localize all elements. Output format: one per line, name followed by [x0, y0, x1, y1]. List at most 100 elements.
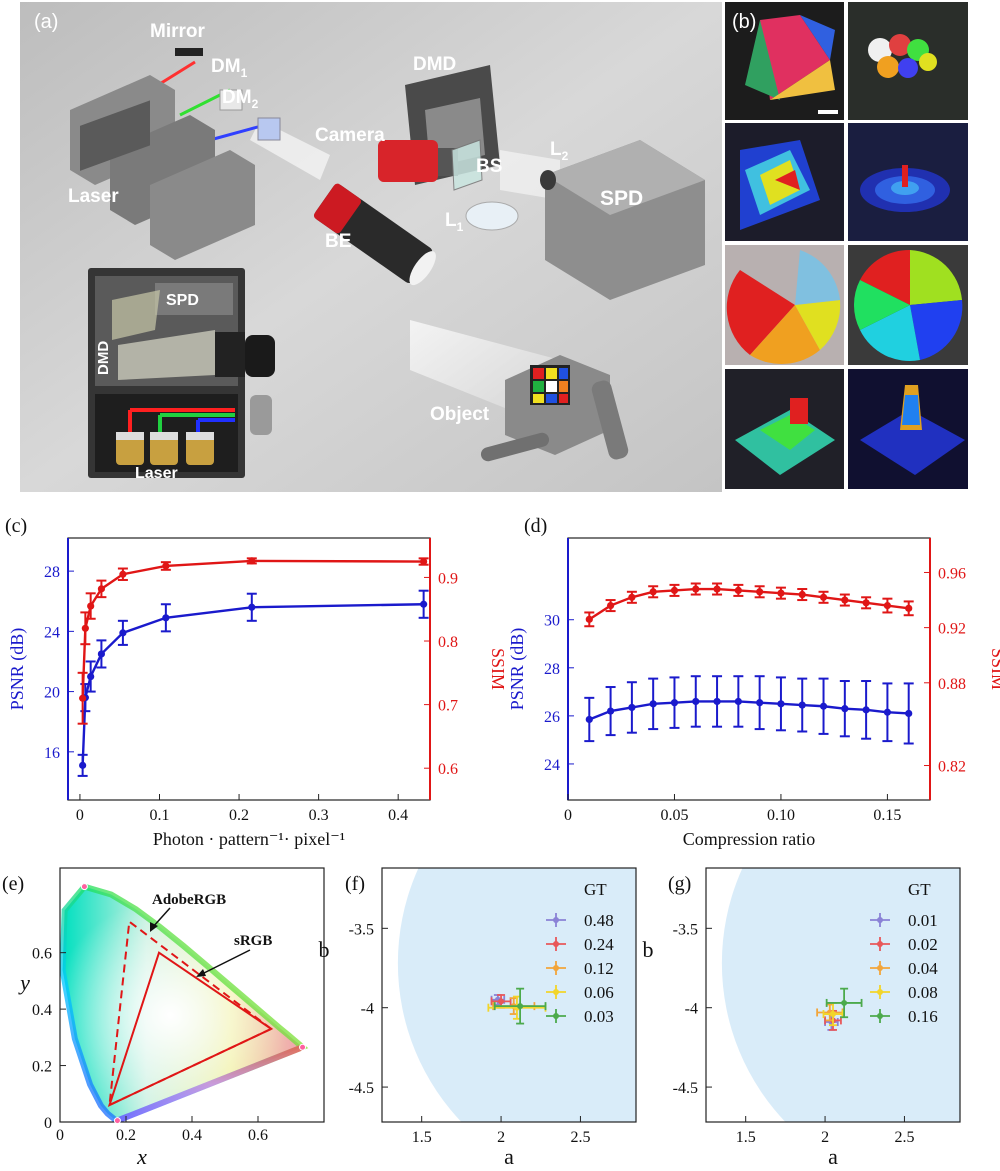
l1-shape	[465, 201, 519, 231]
tile-4	[848, 123, 968, 241]
laser-array	[70, 75, 255, 260]
legend-label: 0.04	[908, 959, 938, 978]
data-point	[798, 590, 806, 599]
x-tick-label: 0.4	[182, 1127, 202, 1144]
data-point	[756, 699, 764, 707]
x-tick-label: 0.2	[229, 807, 249, 824]
data-point	[628, 593, 636, 601]
l2-shape	[540, 170, 556, 190]
chart-f: (f) 1.5 2 2.5 -3.5 -4 -4.5 a b GT 0.48 0.24 0.12 0.0…	[319, 867, 637, 1169]
data-point	[713, 697, 721, 706]
tile-1	[725, 2, 844, 120]
y-axis-label: y	[18, 970, 30, 995]
data-point	[162, 562, 170, 570]
data-point	[649, 700, 657, 708]
data-point	[162, 614, 170, 622]
y2-tick-label: 0.8	[438, 634, 458, 651]
data-point	[79, 694, 87, 702]
tile-6	[848, 245, 968, 365]
cie-white-point-glow	[62, 886, 303, 1121]
x-axis-label: a	[828, 1144, 838, 1169]
tile-2	[848, 2, 968, 120]
data-point	[777, 589, 785, 597]
inset-box	[88, 268, 275, 478]
data-point	[248, 603, 256, 611]
plot-frame	[381, 867, 637, 1123]
panel-label-a: (a)	[34, 11, 58, 33]
y2-axis-label: SSIM	[988, 648, 1000, 690]
data-point	[692, 585, 700, 593]
data-point	[819, 593, 828, 601]
object-stage	[480, 355, 629, 462]
x-tick-label: 2	[497, 1129, 505, 1146]
data-point	[585, 615, 593, 623]
data-point-0.03	[517, 1003, 524, 1010]
legend-label: 0.48	[584, 911, 614, 930]
y-tick-label: -4.5	[349, 1080, 374, 1097]
x-tick-label: 0	[76, 807, 84, 824]
tile-7	[725, 369, 844, 489]
label-dmd: DMD	[413, 54, 456, 75]
y-tick-label: 28	[44, 564, 60, 581]
data-point	[862, 599, 870, 607]
y2-tick-label: 0.9	[438, 570, 458, 587]
be-shape	[313, 183, 436, 286]
y-axis-label: b	[319, 937, 330, 962]
legend-marker-dot	[877, 1013, 883, 1019]
arrow-srgb	[199, 949, 251, 976]
y-axis-label: PSNR (dB)	[507, 628, 528, 711]
data-point	[81, 624, 89, 632]
x-axis-label: a	[504, 1144, 514, 1169]
camera-shape	[378, 140, 438, 182]
data-point	[883, 708, 892, 716]
annotation-adobergb: AdobeRGB	[152, 892, 226, 908]
legend-marker-dot	[553, 1013, 559, 1019]
gt-region	[397, 868, 636, 1122]
legend-marker-dot	[877, 917, 883, 923]
data-point	[606, 601, 615, 610]
y-tick-label: 24	[544, 757, 560, 774]
y-tick-label: -3.5	[349, 921, 374, 938]
primary-point	[113, 1117, 121, 1125]
data-point	[87, 672, 95, 681]
x-tick-label: 0.2	[116, 1127, 136, 1144]
label-be: BE	[325, 231, 351, 252]
x-tick-label: 0.15	[873, 807, 901, 824]
y2-axis-label: SSIM	[488, 648, 508, 690]
legend-gt-label: GT	[584, 880, 607, 899]
label-spd: SPD	[600, 187, 643, 210]
legend-marker-dot	[553, 989, 559, 995]
label-l2-sub: 2	[562, 149, 569, 163]
data-point	[79, 761, 87, 769]
data-point	[756, 588, 764, 596]
data-point	[248, 557, 256, 565]
legend-gt-swatch	[542, 880, 570, 896]
panel-label-f: (f)	[345, 873, 365, 895]
bs-shape	[451, 139, 483, 191]
label-dm2: DM2	[222, 87, 259, 111]
panel-label-b: (b)	[732, 11, 756, 33]
label-l2-text: L	[550, 139, 562, 160]
x-tick-label: 0	[564, 807, 572, 824]
cie-spectral-edge	[59, 883, 309, 1124]
label-l1: L1	[445, 210, 464, 234]
x-tick-label: 0	[56, 1127, 64, 1144]
panel-a-setup: Mirror DM1 DM2 Laser DMD Camera BS L2 L1…	[20, 2, 722, 492]
x-tick-label: 2	[821, 1129, 829, 1146]
label-bs: BS	[476, 156, 502, 177]
data-point	[777, 700, 785, 708]
y2-tick-label: 0.92	[938, 621, 966, 638]
x-tick-label: 2.5	[894, 1129, 914, 1146]
tile-8	[848, 369, 968, 489]
arrowhead-srgb	[196, 969, 206, 977]
data-point	[905, 709, 913, 718]
data-point	[841, 596, 849, 604]
tile-3	[725, 123, 844, 241]
x-tick-label: 0.3	[309, 807, 329, 824]
data-point	[119, 570, 127, 578]
data-point	[841, 705, 849, 713]
y-tick-label: -4	[685, 1001, 698, 1018]
tile-5	[725, 245, 844, 365]
data-point-0.16	[841, 999, 848, 1006]
